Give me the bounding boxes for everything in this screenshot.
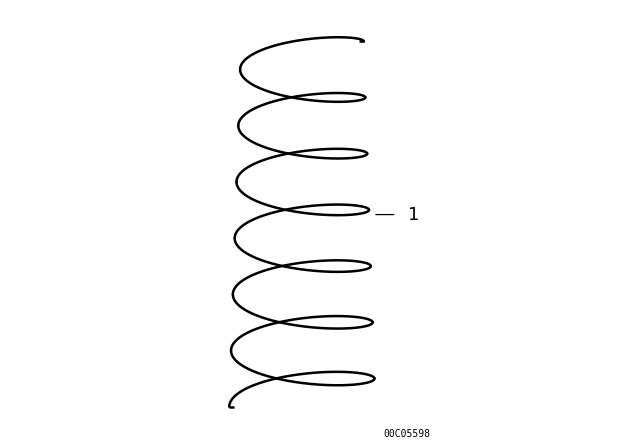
Text: 00C05598: 00C05598: [384, 429, 431, 439]
Text: 1: 1: [408, 206, 420, 224]
